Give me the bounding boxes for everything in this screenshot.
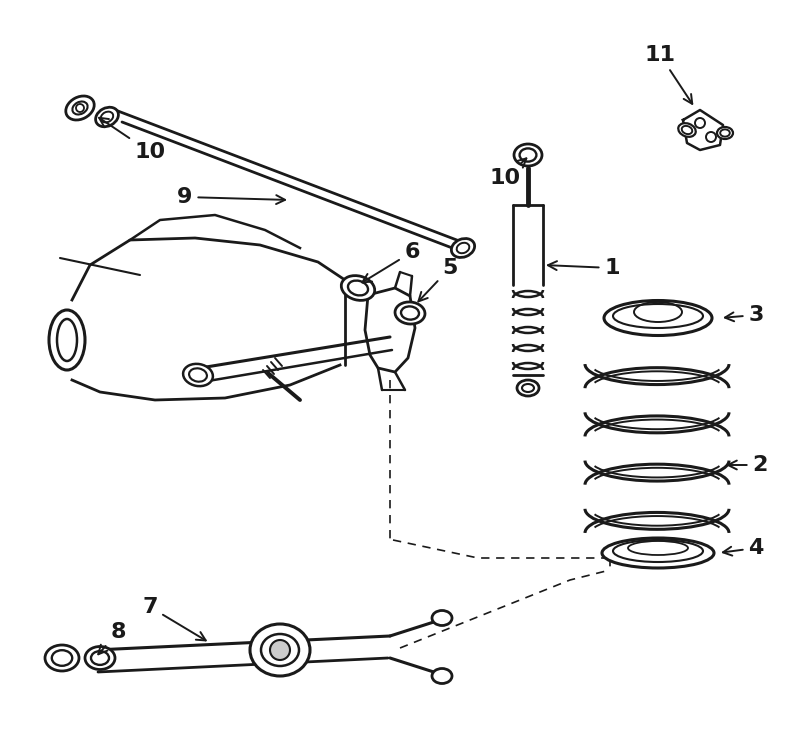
Ellipse shape (45, 645, 79, 671)
Ellipse shape (602, 538, 714, 568)
Ellipse shape (96, 107, 118, 126)
Ellipse shape (49, 310, 85, 370)
Ellipse shape (85, 647, 115, 670)
Text: 7: 7 (142, 597, 206, 641)
Text: 1: 1 (548, 258, 620, 278)
Text: 4: 4 (723, 538, 764, 558)
Ellipse shape (250, 624, 310, 676)
Text: 9: 9 (177, 187, 285, 207)
Text: 3: 3 (725, 305, 764, 325)
Text: 11: 11 (645, 45, 692, 104)
Ellipse shape (514, 144, 542, 166)
Ellipse shape (604, 301, 712, 336)
Ellipse shape (432, 669, 452, 684)
Text: 5: 5 (418, 258, 458, 301)
Ellipse shape (517, 380, 539, 396)
Text: 2: 2 (728, 455, 767, 475)
Ellipse shape (717, 127, 733, 139)
Text: 8: 8 (98, 622, 126, 654)
Ellipse shape (432, 611, 452, 626)
Ellipse shape (395, 302, 425, 324)
Ellipse shape (183, 364, 213, 386)
Text: 10: 10 (99, 118, 165, 162)
Ellipse shape (66, 96, 94, 120)
Ellipse shape (679, 124, 696, 137)
Ellipse shape (341, 275, 375, 301)
Text: 10: 10 (489, 158, 526, 188)
Ellipse shape (451, 239, 475, 257)
Circle shape (270, 640, 290, 660)
Text: 6: 6 (362, 242, 420, 283)
